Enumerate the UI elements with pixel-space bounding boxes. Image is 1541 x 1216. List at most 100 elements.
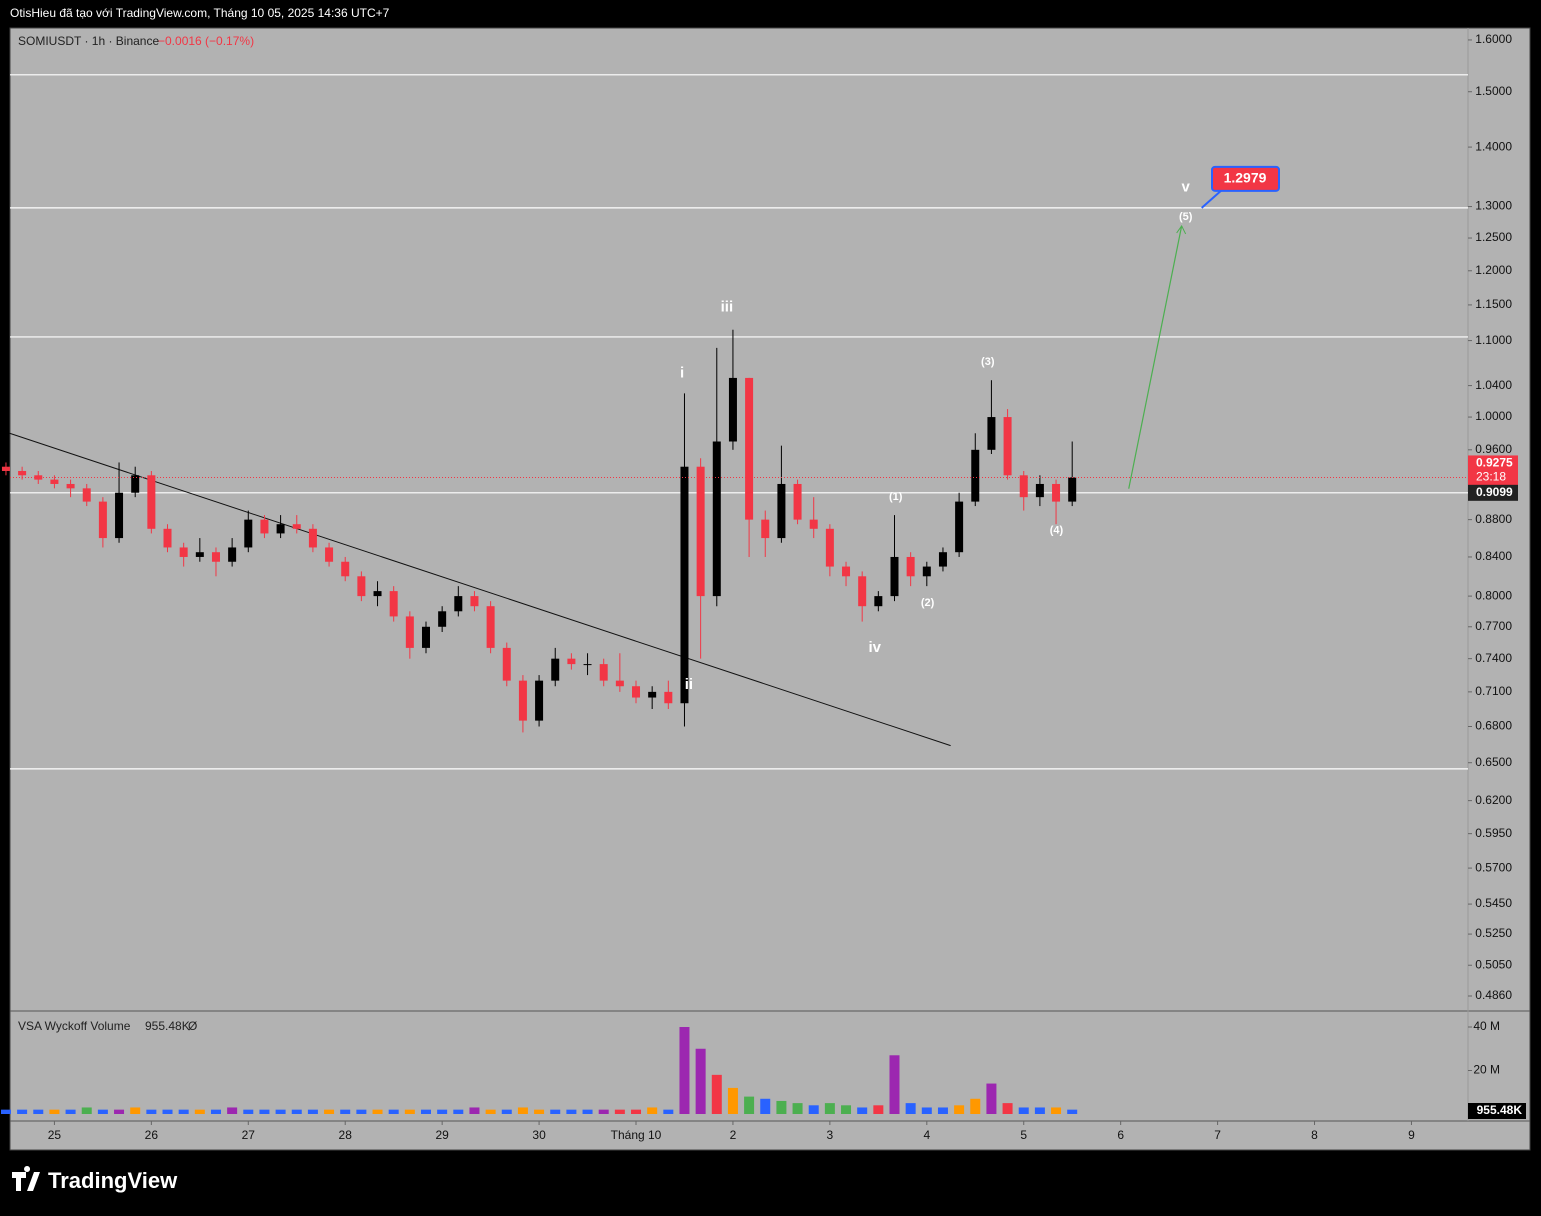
y-tick-label: 1.1500: [1475, 297, 1512, 311]
volume-bar: [49, 1109, 60, 1114]
wave-label: (5): [1179, 211, 1193, 223]
wave-label: (4): [1050, 525, 1064, 537]
candle-body: [325, 547, 334, 562]
y-tick-label: 0.7400: [1475, 651, 1512, 665]
volume-bar: [469, 1107, 480, 1114]
volume-bar: [631, 1109, 642, 1114]
candle-body: [615, 680, 624, 687]
volume-bar: [534, 1109, 545, 1114]
candle-body: [696, 466, 705, 597]
y-tick-label: 0.9600: [1475, 442, 1512, 456]
wave-label: (2): [921, 597, 935, 609]
candle-body: [147, 475, 156, 529]
wave-label: (1): [889, 491, 903, 503]
volume-bar: [81, 1107, 92, 1114]
y-tick-label: 0.6200: [1475, 793, 1512, 807]
candle-body: [567, 658, 576, 665]
x-tick-label: 4: [923, 1128, 930, 1142]
candle-body: [357, 576, 366, 597]
volume-bar: [340, 1109, 351, 1114]
wave-label: (3): [981, 356, 995, 368]
volume-bar: [808, 1105, 819, 1114]
change: −0.0016 (−0.17%): [158, 34, 254, 48]
volume-bar: [760, 1098, 771, 1114]
volume-bar: [97, 1109, 108, 1114]
y-tick-label: 1.0000: [1475, 409, 1512, 423]
candle-body: [842, 566, 851, 577]
volume-bar: [146, 1109, 157, 1114]
volume-bar: [1034, 1107, 1045, 1114]
candle-body: [874, 596, 883, 607]
candle-body: [648, 691, 657, 698]
candle-body: [793, 483, 802, 520]
candle-body: [1019, 475, 1028, 498]
volume-bar: [517, 1107, 528, 1114]
volume-bar: [695, 1048, 706, 1114]
y-tick-label: 1.1000: [1475, 333, 1512, 347]
volume-bar: [921, 1107, 932, 1114]
target-box: [1211, 165, 1280, 192]
candle-body: [163, 528, 172, 548]
volume-bar: [598, 1109, 609, 1114]
candle-body: [244, 519, 253, 548]
candle-body: [292, 524, 301, 529]
wave-label: i: [680, 364, 684, 381]
level-label: 0.9099: [1476, 485, 1513, 499]
volume-bar: [727, 1087, 738, 1114]
volume-bar: [970, 1098, 981, 1114]
candle-body: [179, 547, 188, 557]
volume-bar: [65, 1109, 76, 1114]
volume-bar: [1002, 1103, 1013, 1114]
y-tick-label: 0.5950: [1475, 826, 1512, 840]
volume-bar: [194, 1109, 205, 1114]
volume-bar: [404, 1109, 415, 1114]
y-tick-label: 1.6000: [1475, 32, 1512, 46]
y-tick-label: 1.3000: [1475, 199, 1512, 213]
volume-bar: [647, 1107, 658, 1114]
volume-bar: [614, 1109, 625, 1114]
candle-body: [276, 524, 285, 534]
candle-body: [712, 441, 721, 597]
plot: 1.6000 1.5000 1.4000 1.3000 1.2500 1.2000 1.15…: [0, 32, 1518, 1142]
candle-body: [938, 552, 947, 567]
volume-bar: [372, 1109, 383, 1114]
candle-body: [632, 686, 641, 698]
candle-body: [1068, 477, 1077, 502]
volume-bar: [566, 1109, 577, 1114]
volume-bar: [711, 1074, 722, 1114]
x-tick-label: 8: [1311, 1128, 1318, 1142]
volume-bar: [227, 1107, 238, 1114]
volume-bar: [388, 1109, 399, 1114]
y-tick-label: 0.7700: [1475, 619, 1512, 633]
candle-body: [1035, 483, 1044, 498]
chart-panel: [9, 27, 1531, 1151]
target-label: 1.2979: [1224, 170, 1267, 186]
volume-bar: [954, 1105, 965, 1114]
y-tick-label: 0.6800: [1475, 719, 1512, 733]
candle-body: [34, 475, 43, 480]
x-tick-label: 7: [1214, 1128, 1221, 1142]
candle-body: [745, 377, 754, 520]
candle-body: [906, 556, 915, 577]
volume-bar: [582, 1109, 593, 1114]
volume-tick-label: 20 M: [1473, 1063, 1500, 1077]
volume-bar: [17, 1109, 28, 1114]
volume-bar: [420, 1109, 431, 1114]
volume-symbol: Ø: [188, 1019, 197, 1033]
x-tick-label: 28: [339, 1128, 353, 1142]
candle-body: [518, 680, 527, 721]
candle-body: [599, 664, 608, 681]
volume-tick-label: 40 M: [1473, 1019, 1500, 1033]
last-price-box: [1468, 455, 1518, 486]
volume-bar: [1067, 1109, 1078, 1114]
volume-bar: [324, 1109, 335, 1114]
volume-bar: [114, 1109, 125, 1114]
footer-brand: TradingView: [48, 1168, 178, 1193]
volume-bar: [550, 1109, 561, 1114]
y-tick-label: 0.7100: [1475, 684, 1512, 698]
candle-body: [82, 488, 91, 502]
candle-body: [583, 664, 592, 666]
target-connector: [1201, 189, 1223, 209]
x-tick-label: 5: [1020, 1128, 1027, 1142]
